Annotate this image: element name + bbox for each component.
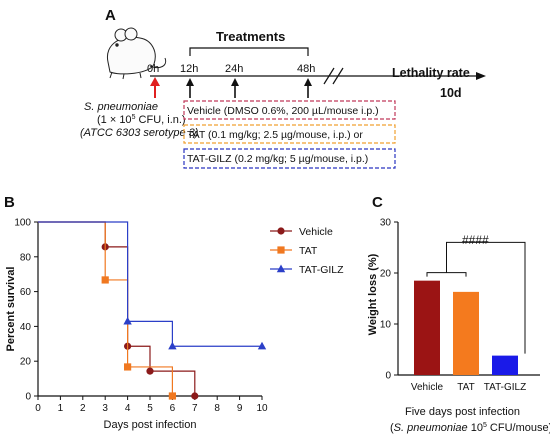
timepoint-label-24h: 24h bbox=[225, 63, 243, 75]
treatments-bracket bbox=[189, 47, 309, 56]
vehicle-box-text: Vehicle (DMSO 0.6%, 200 µL/mouse i.p.) bbox=[187, 105, 379, 117]
survival-point-tat-gilz bbox=[257, 341, 267, 350]
legend-label-tat-gilz: TAT-GILZ bbox=[299, 264, 344, 276]
weight-category-tat-gilz: TAT-GILZ bbox=[484, 382, 526, 393]
survival-point-tat-gilz bbox=[123, 316, 132, 325]
significance-label: #### bbox=[462, 233, 489, 247]
survival-x-tick-label: 3 bbox=[102, 403, 108, 414]
tat-box bbox=[183, 124, 396, 144]
survival-x-tick-label: 4 bbox=[125, 403, 131, 414]
survival-x-tick-label: 7 bbox=[192, 403, 198, 414]
timeline-break bbox=[323, 67, 344, 85]
infection-dose: (1 × 105 CFU, i.n.) bbox=[97, 114, 186, 126]
survival-y-tick-label: 60 bbox=[20, 287, 32, 298]
weight-bar-tat-gilz bbox=[492, 355, 518, 375]
panel-a: A 0h 12h 24h 48h bbox=[80, 7, 486, 169]
timeline-arrow-head bbox=[476, 72, 486, 80]
weight-y-label: Weight loss (%) bbox=[367, 253, 379, 335]
weight-y-tick-label: 10 bbox=[380, 320, 392, 331]
panel-b-label: B bbox=[4, 194, 15, 211]
survival-y-tick-label: 40 bbox=[20, 322, 32, 333]
survival-x-tick-label: 5 bbox=[147, 403, 153, 414]
legend-marker-tat-gilz bbox=[276, 264, 286, 273]
survival-point-tat bbox=[168, 392, 176, 400]
significance-bracket bbox=[426, 241, 526, 354]
survival-y-tick-label: 100 bbox=[14, 218, 31, 229]
treatments-label: Treatments bbox=[216, 29, 285, 44]
infection-arrow-head bbox=[150, 77, 160, 86]
survival-point-tat bbox=[124, 363, 132, 371]
survival-point-vehicle bbox=[146, 367, 154, 375]
endpoint-day: 10d bbox=[440, 86, 462, 100]
tat-box-text: TAT (0.1 mg/kg; 2.5 µg/mouse, i.p.) or bbox=[187, 129, 363, 141]
infection-species: S. pneumoniae bbox=[84, 101, 158, 113]
weight-y-tick-label: 30 bbox=[380, 218, 392, 229]
survival-point-vehicle bbox=[191, 392, 199, 400]
survival-x-label: Days post infection bbox=[104, 419, 197, 431]
survival-line-vehicle bbox=[38, 221, 196, 396]
survival-x-tick-label: 8 bbox=[214, 403, 220, 414]
panel-a-label: A bbox=[105, 7, 116, 24]
survival-x-tick-label: 6 bbox=[170, 403, 176, 414]
timepoint-label-12h: 12h bbox=[180, 63, 198, 75]
infection-strain: (ATCC 6303 serotype 3) bbox=[80, 127, 199, 139]
survival-chart: 0 20 40 60 80 100 0 1 2 3 4 5 6 7 8 9 10 Days post infect… bbox=[5, 218, 344, 432]
survival-y-label: Percent survival bbox=[5, 267, 17, 352]
legend-marker-vehicle bbox=[277, 227, 285, 235]
weight-bar-tat bbox=[453, 291, 479, 375]
panel-c-caption-line1: Five days post infection bbox=[405, 406, 520, 418]
legend-marker-tat bbox=[277, 246, 285, 254]
panel-c: C 0 10 20 30 Weight loss (%) Vehicle TAT TAT-GI… bbox=[367, 194, 550, 434]
survival-point-tat bbox=[101, 276, 109, 284]
weight-category-vehicle: Vehicle bbox=[411, 382, 444, 393]
weight-category-tat: TAT bbox=[457, 382, 474, 393]
survival-y-tick-label: 0 bbox=[25, 392, 31, 403]
panel-b: B 0 20 40 60 80 100 0 1 2 3 4 5 6 7 8 9 10 Days post infe… bbox=[4, 194, 344, 431]
weight-y-tick-label: 0 bbox=[385, 371, 391, 382]
panel-c-caption-line2: (S. pneumoniae 105 CFU/mouse) bbox=[390, 422, 550, 434]
survival-point-tat-gilz bbox=[168, 341, 177, 350]
tat-gilz-box-text: TAT-GILZ (0.2 mg/kg; 5 µg/mouse, i.p.) bbox=[187, 153, 368, 165]
panel-c-label: C bbox=[372, 194, 383, 211]
legend-label-vehicle: Vehicle bbox=[299, 226, 333, 238]
survival-x-tick-label: 0 bbox=[35, 403, 41, 414]
survival-x-tick-label: 2 bbox=[80, 403, 86, 414]
survival-line-tat-gilz bbox=[38, 221, 262, 347]
treatment-arrows bbox=[186, 78, 312, 98]
legend-label-tat: TAT bbox=[299, 245, 318, 257]
mouse-icon bbox=[106, 27, 167, 80]
timepoint-label-48h: 48h bbox=[297, 63, 315, 75]
timepoint-label-0h: 0h bbox=[147, 63, 159, 75]
tat-gilz-box bbox=[183, 148, 396, 169]
vehicle-box bbox=[183, 100, 396, 120]
survival-y-tick-label: 80 bbox=[20, 252, 32, 263]
survival-x-tick-label: 1 bbox=[58, 403, 64, 414]
survival-x-tick-label: 9 bbox=[237, 403, 243, 414]
survival-y-tick-label: 20 bbox=[20, 357, 32, 368]
endpoint-label: Lethality rate bbox=[392, 66, 470, 80]
weight-loss-chart: 0 10 20 30 Weight loss (%) Vehicle TAT TAT-GILZ bbox=[367, 218, 540, 393]
weight-y-tick-label: 20 bbox=[380, 269, 392, 280]
weight-bar-vehicle bbox=[414, 280, 440, 375]
survival-x-tick-label: 10 bbox=[256, 403, 268, 414]
